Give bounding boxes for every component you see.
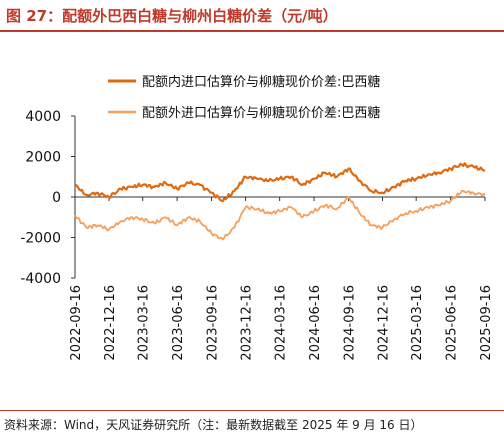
title-rule	[0, 30, 504, 32]
series-line-2	[74, 189, 486, 241]
series-line-1	[74, 162, 486, 203]
y-axis: -4000 -2000 0 2000 4000	[20, 109, 76, 287]
x-tick-label: 2025-03-16	[410, 285, 425, 361]
x-tick-label: 2022-12-16	[103, 285, 118, 361]
x-tick-label: 2025-09-16	[479, 285, 494, 361]
x-tick-label: 2024-09-16	[342, 285, 357, 361]
y-tick-label: -4000	[20, 271, 61, 287]
legend-label-2: 配额外进口估算价与柳糖现价价差:巴西糖	[142, 105, 380, 121]
x-tick-label: 2023-12-16	[240, 285, 255, 361]
x-tick-label: 2024-12-16	[377, 285, 392, 361]
y-tick-label: 4000	[25, 109, 61, 125]
x-tick-label: 2025-06-16	[445, 285, 460, 361]
series-group	[74, 162, 486, 241]
x-tick-label: 2023-09-16	[206, 285, 221, 361]
legend-label-1: 配额内进口估算价与柳糖现价价差:巴西糖	[142, 74, 380, 90]
x-tick-label: 2022-09-16	[69, 285, 84, 361]
y-tick-label: -2000	[20, 231, 61, 247]
figure-title: 图 27：配额外巴西白糖与柳州白糖价差（元/吨）	[6, 7, 338, 25]
y-tick-label: 0	[52, 190, 61, 206]
x-tick-label: 2023-06-16	[171, 285, 186, 361]
x-tick-label: 2023-03-16	[137, 285, 152, 361]
x-axis: 2022-09-16 2022-12-16 2023-03-16 2023-06-16…	[69, 196, 494, 361]
x-tick-label: 2024-03-16	[274, 285, 289, 361]
x-tick-label: 2024-06-16	[308, 285, 323, 361]
line-chart: -4000 -2000 0 2000 4000 2022-09-16 2022-12-16…	[20, 74, 494, 361]
footer-rule	[0, 410, 504, 411]
y-tick-label: 2000	[25, 150, 61, 166]
source-note: 资料来源：Wind，天风证券研究所（注：最新数据截至 2025 年 9 月 16…	[4, 418, 423, 432]
